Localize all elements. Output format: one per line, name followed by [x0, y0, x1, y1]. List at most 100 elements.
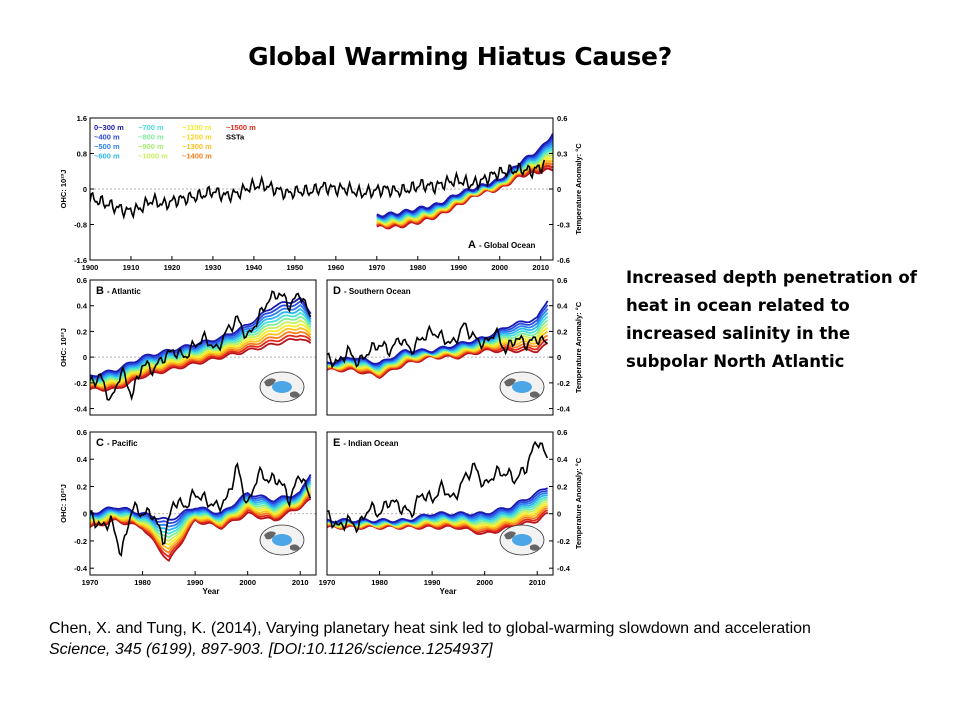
panel-name: - Pacific — [107, 439, 138, 448]
y-tick-label: 0.6 — [77, 276, 87, 285]
y-tick-label-right: 0 — [557, 510, 561, 519]
citation-line-1: Chen, X. and Tung, K. (2014), Varying pl… — [49, 620, 811, 637]
ohc-line — [90, 483, 312, 535]
panel-letter: E — [333, 437, 340, 449]
ohc-line — [90, 323, 312, 387]
panel-c: -0.4 -0.2 0 0.2 0.4 0.6 OHC: 10²³J 1970 1980 1990… — [59, 428, 317, 596]
legend: 0~300 m~400 m~500 m~600 m ~700 m~800 m~90… — [94, 123, 256, 161]
slide-title: Global Warming Hiatus Cause? — [0, 42, 920, 71]
y-tick-label: -0.4 — [74, 405, 88, 414]
panel-letter: C — [96, 437, 104, 449]
y-tick-label: -1.6 — [74, 256, 87, 265]
y-tick-label: -0.2 — [74, 537, 87, 546]
ohc-line — [90, 300, 312, 379]
y-tick-label: 0.4 — [77, 455, 88, 464]
x-tick-label: 1920 — [164, 263, 181, 272]
x-tick-label: 2000 — [476, 578, 493, 587]
y-tick-label-right: 0.2 — [557, 482, 567, 491]
ohc-line — [90, 307, 312, 381]
y-tick-label-right: 0.3 — [557, 150, 567, 159]
legend-entry: ~1200 m — [182, 133, 212, 142]
y-axis-label-right: Temperature Anomaly: °C — [574, 457, 583, 549]
y-tick-label: 0.4 — [77, 302, 88, 311]
panel-e: -0.4 -0.2 0 0.2 0.4 0.6 Temperature Anomaly: °… — [319, 428, 583, 596]
y-axis-label-right: Temperature Anomaly: °C — [574, 301, 583, 393]
panel-a: -1.6 -0.8 0 0.8 1.6 OHC: 10²³J -0.6 -0.3 0 0.3 0.6… — [59, 114, 583, 272]
y-tick-label: -0.8 — [74, 221, 87, 230]
y-tick-label: 0 — [83, 353, 87, 362]
ohc-line — [90, 304, 312, 380]
y-tick-label: -0.2 — [74, 379, 87, 388]
x-tick-label: 2000 — [239, 578, 256, 587]
ohc-line — [90, 327, 312, 388]
citation: Chen, X. and Tung, K. (2014), Varying pl… — [49, 618, 949, 660]
panel-letter: D — [333, 285, 341, 297]
ohc-line — [90, 319, 312, 385]
x-tick-label: 1930 — [205, 263, 222, 272]
side-note: Increased depth penetration of heat in o… — [626, 268, 917, 371]
ohc-line — [90, 311, 312, 383]
y-tick-label: 0.2 — [77, 327, 87, 336]
y-tick-label: 0.2 — [77, 482, 87, 491]
y-tick-label-right: 0.4 — [557, 302, 568, 311]
ssta-line — [90, 461, 312, 558]
panel-title: C- Pacific — [96, 437, 138, 449]
y-tick-label: -0.4 — [74, 564, 88, 573]
panel-name: - Southern Ocean — [344, 287, 411, 296]
panel-letter: B — [96, 285, 104, 297]
y-tick-label: 0.6 — [77, 428, 87, 437]
panel-name: - Atlantic — [107, 287, 141, 296]
basin-globe-icon — [499, 524, 545, 556]
legend-entry: ~900 m — [138, 142, 164, 151]
y-axis-label: OHC: 10²³J — [59, 484, 68, 523]
legend-entry: ~1400 m — [182, 152, 212, 161]
x-tick-label: 1980 — [371, 578, 388, 587]
x-tick-label: 2010 — [529, 578, 546, 587]
x-tick-label: 1900 — [82, 263, 99, 272]
legend-entry: SSTa — [226, 133, 245, 142]
ohc-line — [90, 476, 312, 525]
panel-title: D- Southern Ocean — [333, 285, 411, 297]
y-tick-label-right: -0.3 — [557, 221, 570, 230]
x-tick-label: 1970 — [368, 263, 385, 272]
legend-entry: ~500 m — [94, 142, 120, 151]
y-axis-label: OHC: 10²³J — [59, 328, 68, 367]
basin-globe-icon — [499, 371, 545, 403]
y-tick-label-right: 0.6 — [557, 428, 567, 437]
y-tick-label-right: 0 — [557, 185, 561, 194]
legend-entry: ~1500 m — [226, 123, 256, 132]
panel-frame — [326, 279, 554, 416]
panel-d: -0.4 -0.2 0 0.2 0.4 0.6 Temperature Anomaly: °… — [326, 276, 583, 416]
basin-globe-icon — [259, 524, 305, 556]
y-tick-label-right: 0 — [557, 353, 561, 362]
y-tick-label-right: -0.2 — [557, 537, 570, 546]
y-tick-label: 0 — [83, 510, 87, 519]
y-axis-label-right: Temperature Anomaly: °C — [574, 143, 583, 235]
x-tick-label: 1950 — [287, 263, 304, 272]
ssta-line — [327, 322, 548, 369]
ohc-line — [90, 491, 312, 550]
y-tick-label-right: 0.2 — [557, 327, 567, 336]
panel-name: - Global Ocean — [479, 241, 536, 250]
legend-entry: ~1000 m — [138, 152, 168, 161]
panel-title: B- Atlantic — [96, 285, 141, 297]
ohc-line — [90, 498, 312, 563]
legend-entry: ~800 m — [138, 133, 164, 142]
y-tick-label-right: 0.4 — [557, 455, 568, 464]
y-tick-label-right: -0.4 — [557, 564, 571, 573]
y-tick-label: 1.6 — [77, 114, 87, 123]
ssta-line — [90, 290, 312, 402]
y-tick-label-right: 0.6 — [557, 114, 567, 123]
panel-title: E- Indian Ocean — [333, 437, 399, 449]
x-tick-label: 1970 — [82, 578, 99, 587]
legend-entry: ~400 m — [94, 133, 120, 142]
y-tick-label-right: -0.2 — [557, 379, 570, 388]
legend-entry: ~1300 m — [182, 142, 212, 151]
y-tick-label-right: -0.4 — [557, 405, 571, 414]
legend-entry: ~700 m — [138, 123, 164, 132]
x-tick-label: 1990 — [450, 263, 467, 272]
panel-name: - Indian Ocean — [343, 439, 398, 448]
legend-entry: ~600 m — [94, 152, 120, 161]
y-tick-label: 0 — [83, 185, 87, 194]
